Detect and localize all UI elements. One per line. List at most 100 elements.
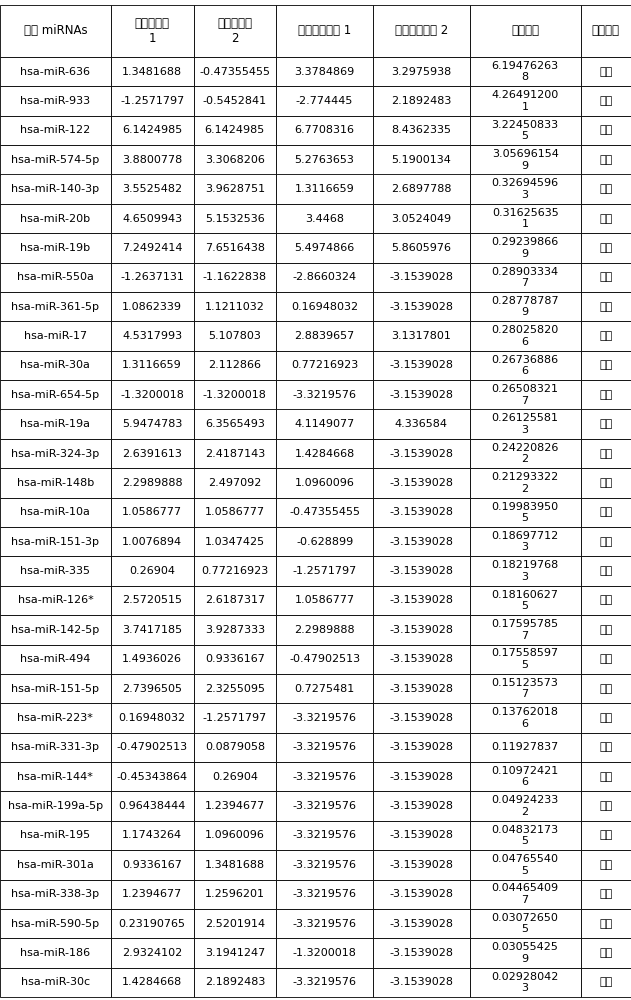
Bar [469,380,581,410]
Bar [111,5,194,57]
Text: 0.28025820
6: 0.28025820 6 [492,325,559,347]
Bar [276,410,373,439]
Bar [111,762,194,791]
Text: 2.2989888: 2.2989888 [122,478,182,488]
Text: 0.24220826
2: 0.24220826 2 [492,443,559,464]
Text: -3.1539028: -3.1539028 [389,625,453,635]
Text: 2.3255095: 2.3255095 [205,684,265,694]
Bar [469,86,581,116]
Bar [111,468,194,498]
Text: -3.3219576: -3.3219576 [293,390,357,400]
Bar [111,821,194,850]
Bar [373,116,469,145]
Bar [469,439,581,468]
Text: 6.19476263
8: 6.19476263 8 [492,61,558,82]
Text: 5.1532536: 5.1532536 [205,214,265,224]
Text: 上调: 上调 [599,96,612,106]
Text: 0.16948032: 0.16948032 [291,302,358,312]
Text: hsa-miR-19b: hsa-miR-19b [20,243,90,253]
Text: 3.0524049: 3.0524049 [391,214,451,224]
Text: 下调: 下调 [599,595,612,605]
Bar [111,909,194,938]
Bar [194,263,276,292]
Text: 1.4284668: 1.4284668 [122,977,182,987]
Text: -2.8660324: -2.8660324 [293,272,357,282]
Text: 1.0586777: 1.0586777 [205,507,265,517]
Bar [111,615,194,644]
Text: hsa-miR-122: hsa-miR-122 [20,125,90,135]
Text: -3.1539028: -3.1539028 [389,390,453,400]
Bar [194,292,276,321]
Text: 0.04832173
5: 0.04832173 5 [492,825,558,846]
Text: 6.1424985: 6.1424985 [204,125,265,135]
Bar [194,527,276,556]
Bar [194,733,276,762]
Text: 0.18160627
5: 0.18160627 5 [492,590,558,611]
Text: 肥胖症患者组 2: 肥胖症患者组 2 [395,24,448,37]
Bar [111,351,194,380]
Bar [581,733,631,762]
Text: 0.7275481: 0.7275481 [295,684,355,694]
Bar [111,791,194,821]
Text: hsa-miR-933: hsa-miR-933 [20,96,90,106]
Text: 2.4187143: 2.4187143 [204,449,265,459]
Bar [581,880,631,909]
Text: 1.3116659: 1.3116659 [122,360,182,370]
Bar [469,263,581,292]
Bar [373,733,469,762]
Text: hsa-miR-550a: hsa-miR-550a [17,272,94,282]
Text: -3.1539028: -3.1539028 [389,507,453,517]
Text: 0.04465409
7: 0.04465409 7 [492,883,558,905]
Text: hsa-miR-19a: hsa-miR-19a [20,419,90,429]
Bar [0,909,111,938]
Bar [276,674,373,703]
Text: -3.3219576: -3.3219576 [293,860,357,870]
Text: -3.1539028: -3.1539028 [389,566,453,576]
Bar [276,850,373,880]
Text: -0.45343864: -0.45343864 [117,772,187,782]
Bar [194,116,276,145]
Bar [469,821,581,850]
Bar [0,86,111,116]
Bar [469,733,581,762]
Bar [111,57,194,86]
Bar [469,174,581,204]
Bar [194,351,276,380]
Bar [276,86,373,116]
Text: 下调: 下调 [599,390,612,400]
Bar [373,850,469,880]
Text: 下调: 下调 [599,684,612,694]
Bar [276,821,373,850]
Bar [194,204,276,233]
Text: 0.15123573
7: 0.15123573 7 [492,678,558,699]
Text: -3.1539028: -3.1539028 [389,860,453,870]
Text: 下调: 下调 [599,830,612,840]
Text: 3.4468: 3.4468 [305,214,344,224]
Text: 正常体重组
1: 正常体重组 1 [134,17,170,45]
Text: 1.3116659: 1.3116659 [295,184,355,194]
Text: -3.3219576: -3.3219576 [293,713,357,723]
Bar [469,850,581,880]
Bar [581,57,631,86]
Text: 0.19983950
5: 0.19983950 5 [492,502,558,523]
Text: 3.7417185: 3.7417185 [122,625,182,635]
Text: -3.1539028: -3.1539028 [389,830,453,840]
Text: -3.1539028: -3.1539028 [389,742,453,752]
Text: 下调: 下调 [599,419,612,429]
Text: -0.47355455: -0.47355455 [199,67,270,77]
Bar [194,938,276,968]
Text: 下调: 下调 [599,919,612,929]
Text: -1.3200018: -1.3200018 [293,948,357,958]
Text: -1.3200018: -1.3200018 [120,390,184,400]
Text: 1.4284668: 1.4284668 [295,449,355,459]
Bar [581,233,631,263]
Text: 下调: 下调 [599,860,612,870]
Text: 5.2763653: 5.2763653 [295,155,355,165]
Text: -1.2571797: -1.2571797 [120,96,184,106]
Text: 0.10972421
6: 0.10972421 6 [492,766,559,787]
Bar [581,703,631,733]
Text: 6.7708316: 6.7708316 [295,125,355,135]
Bar [581,527,631,556]
Bar [373,468,469,498]
Text: 3.9628751: 3.9628751 [205,184,265,194]
